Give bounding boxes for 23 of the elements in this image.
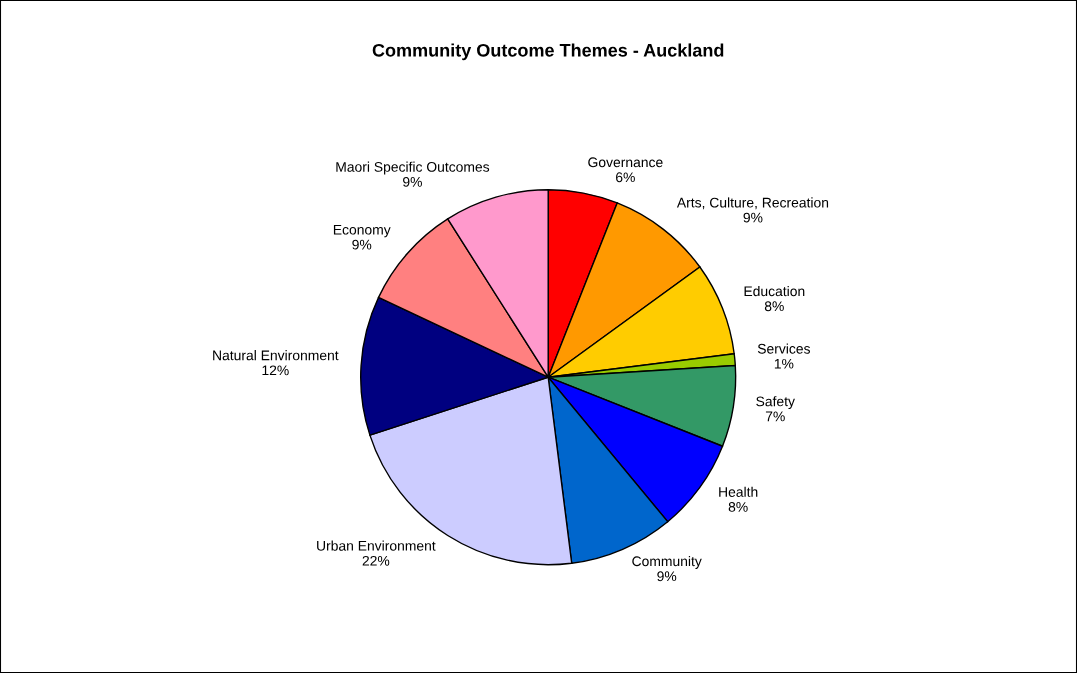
data-label: 6% bbox=[616, 172, 635, 183]
slice-label: Services bbox=[757, 343, 810, 354]
data-label: 7% bbox=[765, 411, 785, 422]
data-label: 9% bbox=[403, 176, 422, 187]
data-label: 8% bbox=[764, 301, 784, 312]
slice-label: Education bbox=[744, 285, 805, 297]
data-label: 12% bbox=[262, 365, 289, 376]
slice-label: Economy bbox=[333, 224, 391, 238]
data-label: 9% bbox=[657, 571, 677, 582]
slice-label: Safety bbox=[756, 396, 795, 410]
data-label: 22% bbox=[362, 555, 390, 566]
data-label: 1% bbox=[774, 358, 794, 369]
data-label: 9% bbox=[352, 239, 372, 250]
data-label: 9% bbox=[743, 212, 763, 223]
slice-label: Governance bbox=[588, 157, 663, 168]
slice-label: Urban Environment bbox=[317, 540, 436, 551]
slice-label: Community bbox=[632, 555, 702, 569]
slice-label: Arts, Culture, Recreation bbox=[676, 197, 829, 210]
chart-title: Community Outcome Themes - Auckland bbox=[372, 43, 724, 61]
slice-label: Health bbox=[719, 486, 758, 497]
slice-label: Maori Specific Outcomes bbox=[336, 161, 490, 175]
slice-label: Natural Environment bbox=[213, 350, 339, 361]
data-label: 8% bbox=[728, 502, 748, 512]
